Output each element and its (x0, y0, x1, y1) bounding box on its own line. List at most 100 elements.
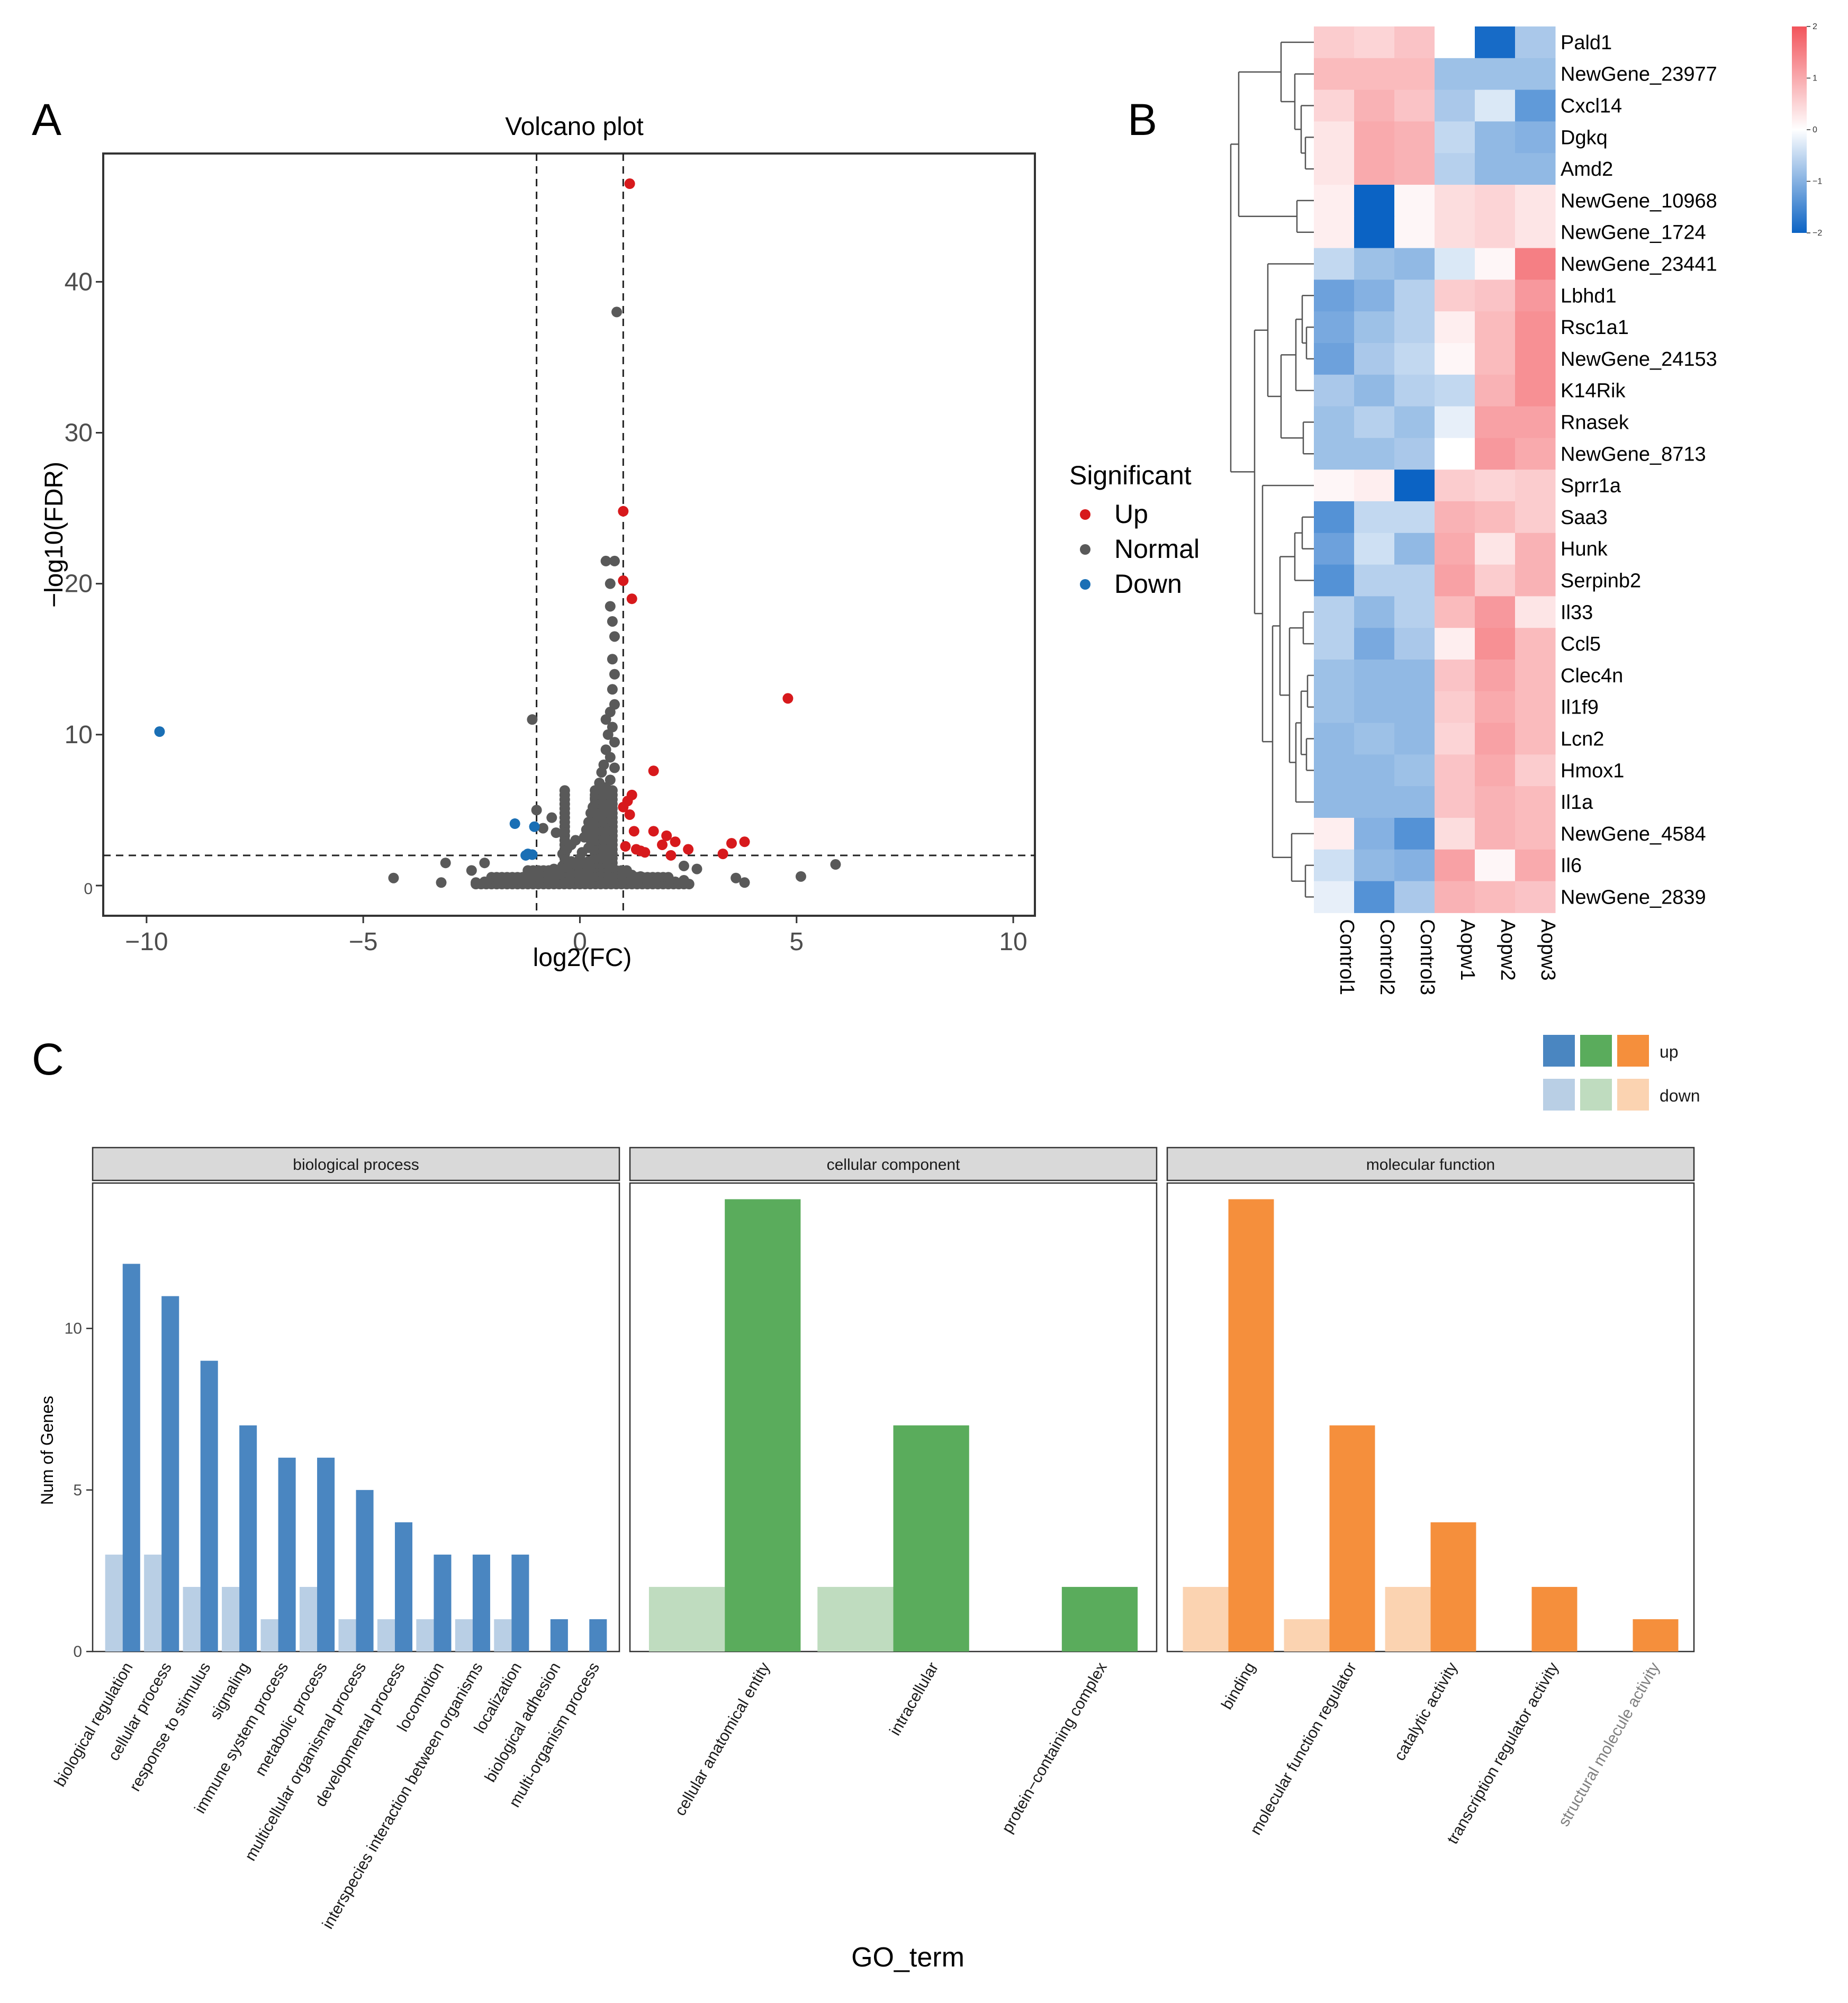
go-category-label-molecular-function-regulator: molecular function regulator (1247, 1659, 1360, 1838)
volcano-point-normal-83 (466, 865, 477, 876)
heatmap-cell-hunk-aopw2 (1475, 533, 1516, 565)
volcano-point-normal-7 (607, 654, 618, 665)
heatmap-cell-amd2-aopw3 (1515, 153, 1556, 185)
heatmap-cell-newgene-1724-control3 (1394, 216, 1435, 249)
heatmap-cell-rnasek-control1 (1314, 406, 1355, 438)
go-bar-down-metabolic-process (299, 1586, 318, 1652)
go-bar-up-response-to-stimulus (200, 1360, 218, 1652)
go-legend-up-swatch-cc (1580, 1035, 1612, 1067)
heatmap-colorbar: 2 1 0 −1 −2 (1792, 22, 1822, 238)
heatmap-cell-rsc1a1-control1 (1314, 311, 1355, 344)
heatmap-cell-pald1-aopw2 (1475, 26, 1516, 59)
heatmap-cell-newgene-4584-control1 (1314, 818, 1355, 850)
go-bar-up-locomotion (434, 1554, 452, 1652)
go-bar-down-response-to-stimulus (183, 1586, 201, 1652)
heatmap-cell-dgkq-control2 (1354, 121, 1395, 154)
heatmap-row-label-lcn2: Lcn2 (1561, 728, 1604, 751)
heatmap-row-label-newgene-1724: NewGene_1724 (1561, 222, 1706, 244)
heatmap-cell-k14rik-aopw1 (1435, 374, 1475, 407)
volcano-point-normal-86 (691, 863, 702, 874)
heatmap-cell-k14rik-control1 (1314, 374, 1355, 407)
heatmap-cell-newgene-8713-control1 (1314, 438, 1355, 470)
heatmap-cell-newgene-24153-aopw2 (1475, 343, 1516, 375)
heatmap-cell-il33-control1 (1314, 596, 1355, 628)
heatmap-cell-hmox1-aopw3 (1515, 754, 1556, 787)
go-bar-down-cellular-anatomical-entity (648, 1586, 725, 1652)
volcano-legend: Significant Up Normal Down (1069, 461, 1200, 599)
heatmap-cell-newgene-23441-control1 (1314, 248, 1355, 280)
volcano-point-up-1 (618, 506, 629, 517)
heatmap-cell-newgene-4584-aopw3 (1515, 818, 1556, 850)
heatmap-cell-sprr1a-control2 (1354, 470, 1395, 502)
volcano-plot: Volcano plot −10 −5 0 5 10 0 10 20 30 40 log2(FC… (40, 113, 1200, 972)
volcano-point-normal-2 (609, 555, 620, 566)
volcano-point-normal-45 (531, 805, 542, 816)
go-y-tick-label: 0 (73, 1643, 82, 1661)
heatmap-cell-newgene-24153-control3 (1394, 343, 1435, 375)
volcano-point-normal-20 (596, 767, 607, 778)
volcano-point-normal-6 (609, 631, 620, 642)
heatmap-row-label-clec4n: Clec4n (1561, 665, 1623, 687)
volcano-point-normal-1 (600, 555, 611, 566)
volcano-point-up-10 (628, 826, 639, 837)
heatmap-row-label-newgene-23441: NewGene_23441 (1561, 254, 1717, 276)
go-category-label-catalytic-activity: catalytic activity (1391, 1659, 1461, 1764)
heatmap-cell-saa3-aopw2 (1475, 501, 1516, 534)
heatmap-cell-k14rik-control3 (1394, 374, 1435, 407)
volcano-point-normal-46 (546, 812, 557, 823)
volcano-point-normal-14 (602, 729, 614, 740)
volcano-y-ticks: 0 10 20 30 40 (65, 268, 103, 898)
go-category-label-structural-molecule-activity: structural molecule activity (1555, 1659, 1663, 1829)
heatmap-cell-il1a-control3 (1394, 786, 1435, 818)
go-bar-down-signaling (222, 1586, 240, 1652)
volcano-legend-up-dot (1080, 509, 1090, 520)
heatmap-row-label-saa3: Saa3 (1561, 507, 1608, 529)
heatmap-cell-hmox1-aopw1 (1435, 754, 1475, 787)
go-bar-down-multicellular-organismal-process (338, 1619, 356, 1652)
heatmap-cell-il1a-aopw3 (1515, 786, 1556, 818)
heatmap-cell-lcn2-aopw1 (1435, 723, 1475, 755)
volcano-x-tick-label: 0 (573, 928, 587, 956)
volcano-legend-down-label: Down (1114, 569, 1182, 599)
go-bar-up-molecular-function-regulator (1329, 1425, 1375, 1652)
heatmap-cell-ccl5-control3 (1394, 628, 1435, 660)
volcano-point-normal-87 (731, 872, 742, 883)
volcano-point-up-20 (717, 849, 728, 860)
heatmap-cell-clec4n-aopw3 (1515, 660, 1556, 692)
volcano-cloud-point (590, 785, 601, 796)
heatmap-row-label-lbhd1: Lbhd1 (1561, 285, 1617, 307)
heatmap-cell-newgene-24153-control2 (1354, 343, 1395, 375)
heatmap-cell-newgene-10968-control1 (1314, 185, 1355, 217)
go-y-tick-label: 10 (65, 1320, 82, 1338)
volcano-point-down-2 (529, 821, 540, 832)
heatmap-cell-newgene-24153-aopw1 (1435, 343, 1475, 375)
heatmap-cell-rsc1a1-aopw1 (1435, 311, 1475, 344)
volcano-point-up-14 (683, 844, 694, 855)
panel-letter-b: B (1128, 95, 1157, 145)
heatmap-cell-newgene-23977-control3 (1394, 58, 1435, 91)
volcano-point-normal-12 (600, 714, 611, 725)
volcano-point-up-8 (618, 801, 629, 813)
volcano-point-normal-90 (830, 859, 841, 870)
heatmap-cell-il1f9-aopw1 (1435, 691, 1475, 724)
heatmap-cell-k14rik-control2 (1354, 374, 1395, 407)
volcano-point-normal-17 (605, 752, 616, 763)
heatmap-cell-newgene-8713-aopw3 (1515, 438, 1556, 470)
heatmap-cell-rnasek-control2 (1354, 406, 1395, 438)
go-y-axis: 0 5 10 (65, 1320, 93, 1661)
go-bar-up-biological-adhesion (550, 1619, 568, 1652)
go-category-label-metabolic-process: metabolic process (251, 1659, 330, 1779)
heatmap-row-label-newgene-8713: NewGene_8713 (1561, 443, 1706, 465)
heatmap-colorbar-gradient (1792, 26, 1807, 233)
heatmap-cell-newgene-8713-aopw2 (1475, 438, 1516, 470)
heatmap-row-label-newgene-24153: NewGene_24153 (1561, 348, 1717, 371)
go-bar-up-interspecies-interaction-between-organisms (472, 1554, 490, 1652)
go-bar-down-molecular-function-regulator (1284, 1619, 1330, 1652)
heatmap-cell-sprr1a-control3 (1394, 470, 1435, 502)
heatmap-cell-lcn2-aopw2 (1475, 723, 1516, 755)
heatmap-cell-newgene-2839-control3 (1394, 881, 1435, 913)
volcano-point-up-4 (782, 693, 794, 704)
volcano-cloud-point (598, 785, 609, 796)
heatmap-cell-il33-aopw3 (1515, 596, 1556, 628)
heatmap-cell-lcn2-aopw3 (1515, 723, 1556, 755)
